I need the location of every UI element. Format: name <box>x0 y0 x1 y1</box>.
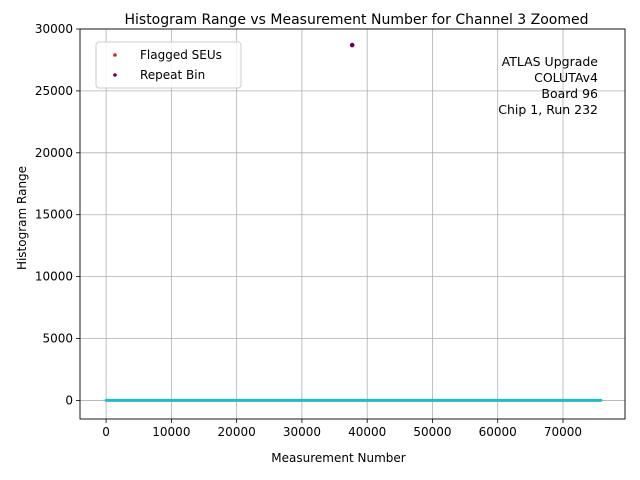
x-axis-label: Measurement Number <box>271 451 405 465</box>
chart-title: Histogram Range vs Measurement Number fo… <box>124 12 588 28</box>
legend-label-repeat-bin: Repeat Bin <box>140 68 205 82</box>
legend-marker-repeat-bin <box>113 73 117 77</box>
x-tick-label: 40000 <box>348 425 386 439</box>
plot-frame <box>79 28 626 420</box>
annotation-line: Chip 1, Run 232 <box>498 102 598 117</box>
x-tick-label: 30000 <box>283 425 321 439</box>
legend-box <box>95 41 242 89</box>
run-annotation: ATLAS Upgrade COLUTAv4 Board 96 Chip 1, … <box>498 54 598 117</box>
axis-ticks: 0 10000 20000 30000 40000 50000 60000 70000 0 500… <box>35 22 582 439</box>
data-point <box>349 42 355 48</box>
annotation-line: ATLAS Upgrade <box>502 54 599 69</box>
x-tick-label: 70000 <box>544 425 582 439</box>
y-tick-label: 25000 <box>35 84 73 98</box>
annotation-line: Board 96 <box>541 86 598 101</box>
y-tick-label: 0 <box>65 393 73 407</box>
legend-marker-flagged-seus <box>113 53 117 57</box>
x-tick-label: 20000 <box>218 425 256 439</box>
x-tick-label: 10000 <box>152 425 190 439</box>
legend-label-flagged-seus: Flagged SEUs <box>140 48 222 62</box>
grid <box>80 28 625 419</box>
y-tick-label: 30000 <box>35 22 73 36</box>
y-tick-label: 5000 <box>42 332 73 346</box>
x-tick-label: 60000 <box>479 425 517 439</box>
y-tick-label: 10000 <box>35 270 73 284</box>
y-tick-label: 20000 <box>35 146 73 160</box>
y-axis-label: Histogram Range <box>15 166 29 270</box>
x-tick-label: 50000 <box>413 425 451 439</box>
legend: Flagged SEUs Repeat Bin <box>95 41 242 89</box>
annotation-line: COLUTAv4 <box>534 70 598 85</box>
plot-data <box>104 42 603 402</box>
x-tick-label: 0 <box>102 425 110 439</box>
y-tick-label: 15000 <box>35 208 73 222</box>
